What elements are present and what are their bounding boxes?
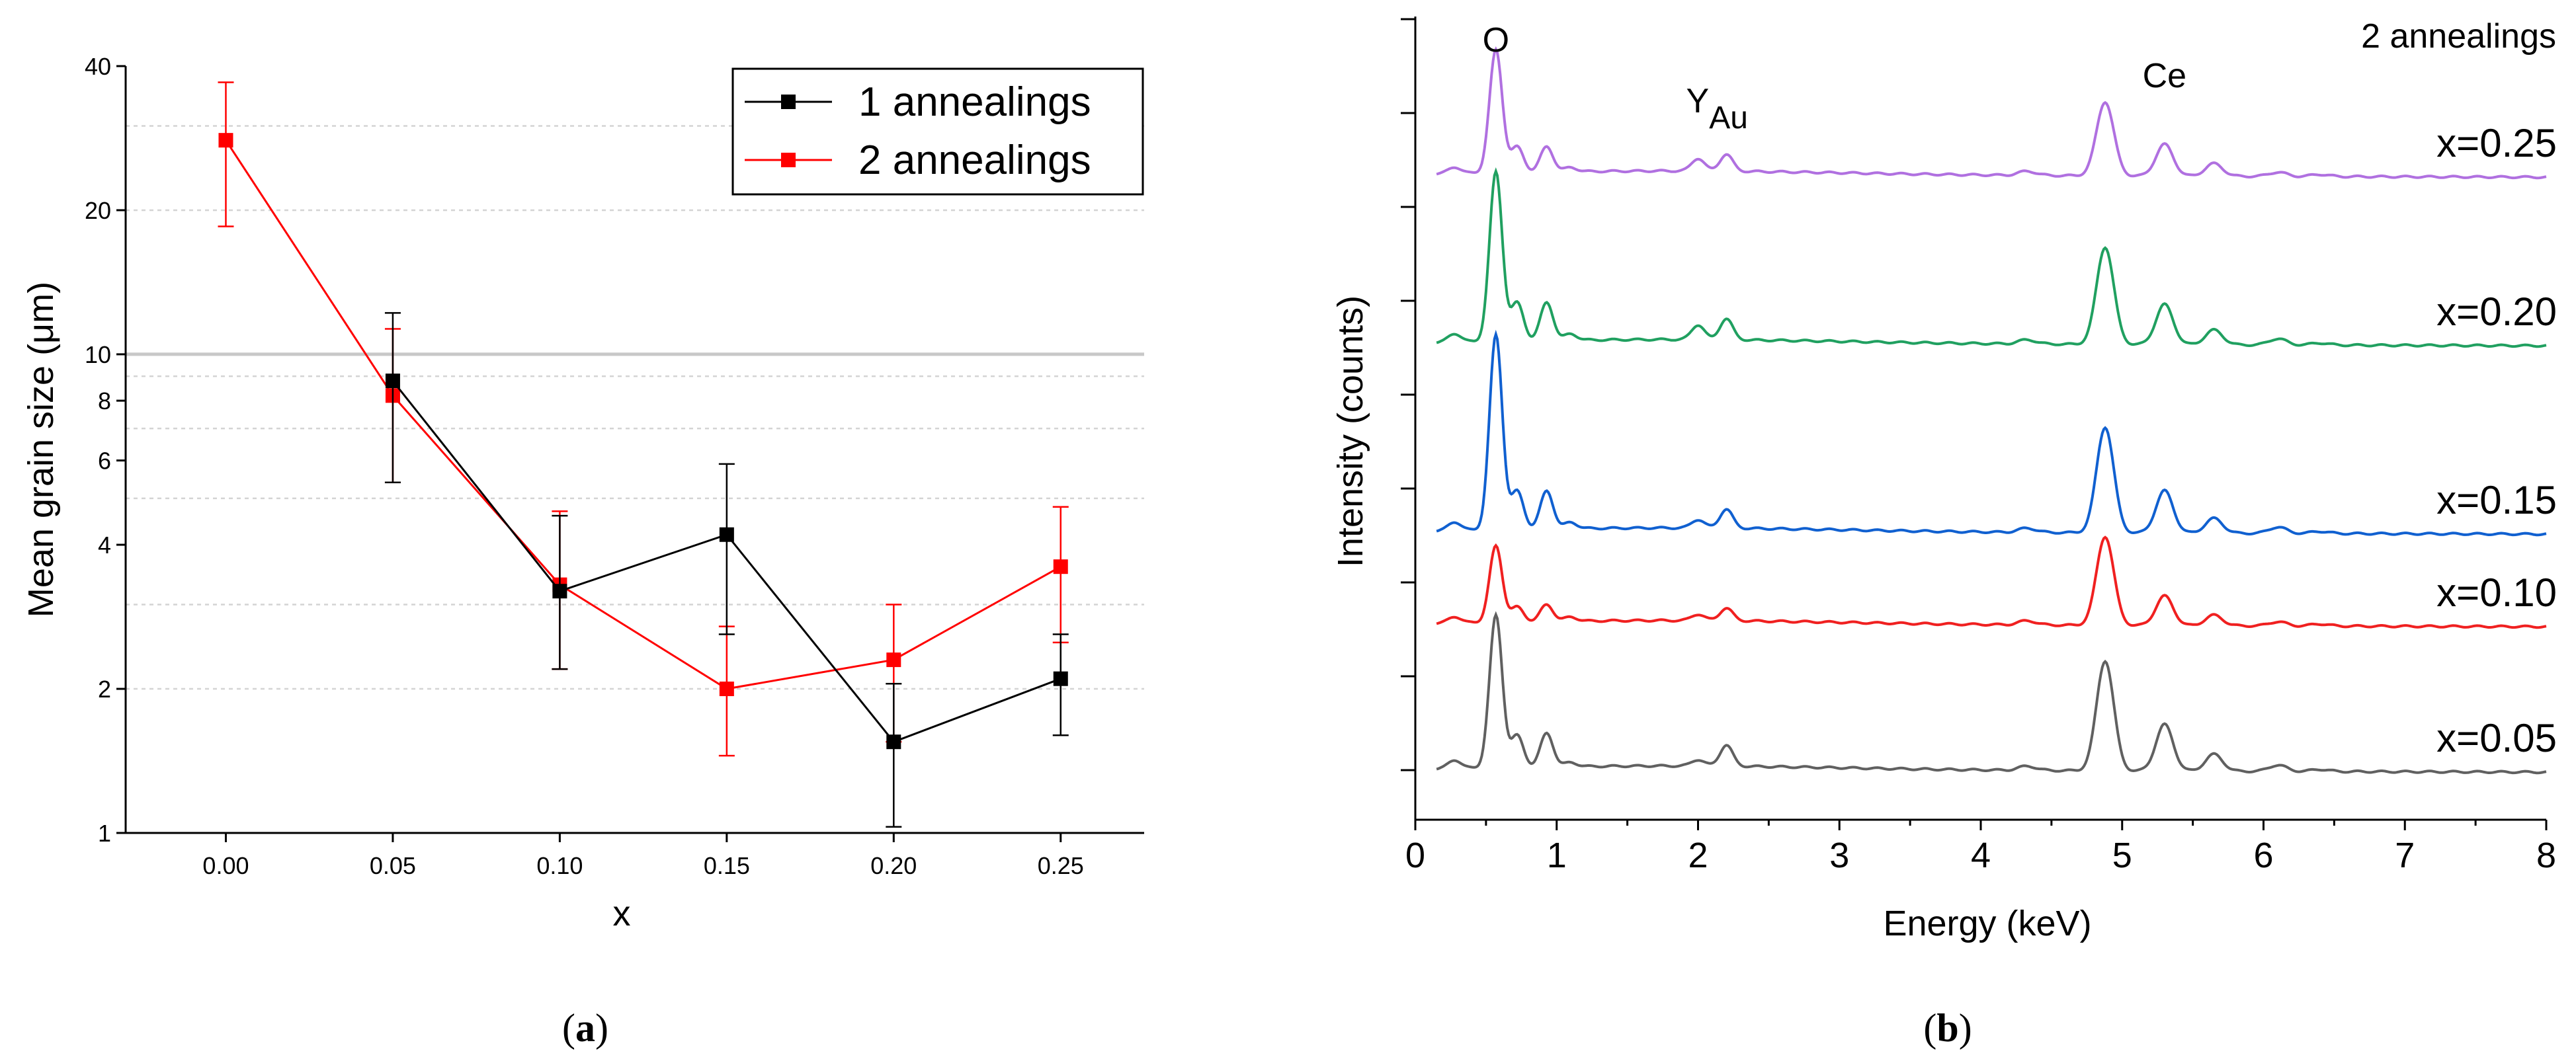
y-tick-label: 8 [98,387,111,414]
x-tick-label: 1 [1547,836,1567,875]
peak-label-o: O [1483,21,1509,59]
chart-title: 2 annealings [2361,17,2556,56]
peak-label-au: Au [1709,100,1748,136]
legend-label: 1 annealings [858,79,1091,125]
data-point [719,682,734,697]
data-point [1053,671,1068,686]
y-tick-label: 40 [85,53,111,80]
panel-label: (a) [562,1006,608,1050]
x-tick-label: 4 [1971,836,1991,875]
spectrum-line [1436,329,2547,537]
panel-label-close: ) [1959,1006,1972,1050]
x-tick-label: 7 [2395,836,2415,875]
legend-label: 2 annealings [858,138,1091,183]
spectrum-line [1436,46,2547,180]
y-tick-label: 6 [98,448,111,475]
panel-label-letter: a [575,1006,595,1050]
spectrum-label: x=0.25 [2436,121,2557,165]
spectrum-label: x=0.15 [2436,478,2557,522]
legend-marker [781,153,796,167]
y-tick-label: 2 [98,676,111,703]
data-point [385,374,400,389]
spectrum-label: x=0.05 [2436,716,2557,760]
x-tick-label: 0.00 [202,852,249,879]
y-tick-label: 1 [98,820,111,847]
data-point [886,652,901,668]
peak-label-y-au: YAu [1686,82,1748,136]
panel-label: (b) [1923,1006,1972,1050]
y-tick-label: 20 [85,197,111,224]
x-tick-label: 0.05 [370,852,416,879]
y-axis-label: Mean grain size (μm) [21,282,61,617]
panel-label-close: ) [595,1006,608,1050]
panel-a: 1 2 4 6 8 10 20 40 0.00 0.05 0.10 0.15 0.20 0.25 x Mean… [21,53,1144,1050]
x-tick-label: 5 [2112,836,2132,875]
spectrum-line [1436,167,2547,348]
legend-marker [781,95,796,109]
y-axis-label: Intensity (counts) [1331,295,1370,567]
data-point [218,133,233,148]
spectrum-line [1436,535,2547,629]
x-tick-label: 2 [1688,836,1708,875]
peak-label-y: Y [1686,82,1710,120]
panel-label-open: ( [562,1006,575,1050]
x-tick-label: 6 [2253,836,2273,875]
x-tick-label: 8 [2536,836,2556,875]
y-tick-label: 10 [85,341,111,368]
x-tick-label: 0.15 [704,852,750,879]
x-axis-label: Energy (keV) [1883,904,2091,943]
spectrum-line [1436,611,2547,775]
legend-box [731,67,1144,196]
x-tick-label: 0.25 [1038,852,1084,879]
x-axis-label: x [613,894,631,933]
spectrum-label: x=0.10 [2436,571,2557,615]
x-tick-label: 0.10 [536,852,583,879]
panel-label-open: ( [1923,1006,1936,1050]
data-point [1053,559,1068,574]
panel-label-letter: b [1936,1006,1958,1050]
series-line [225,139,1061,690]
spectrum-label: x=0.20 [2436,290,2557,334]
x-tick-label: 0 [1405,836,1425,875]
x-tick-label: 0.20 [870,852,917,879]
x-tick-label: 3 [1829,836,1849,875]
data-point [886,734,901,750]
data-point [719,527,734,542]
peak-label-ce: Ce [2143,57,2186,95]
data-point [552,584,567,599]
panel-b: 0 1 2 3 4 5 6 7 8 Energy (keV) Intensity (counts) 2… [1331,17,2557,1050]
y-tick-label: 4 [98,532,111,559]
